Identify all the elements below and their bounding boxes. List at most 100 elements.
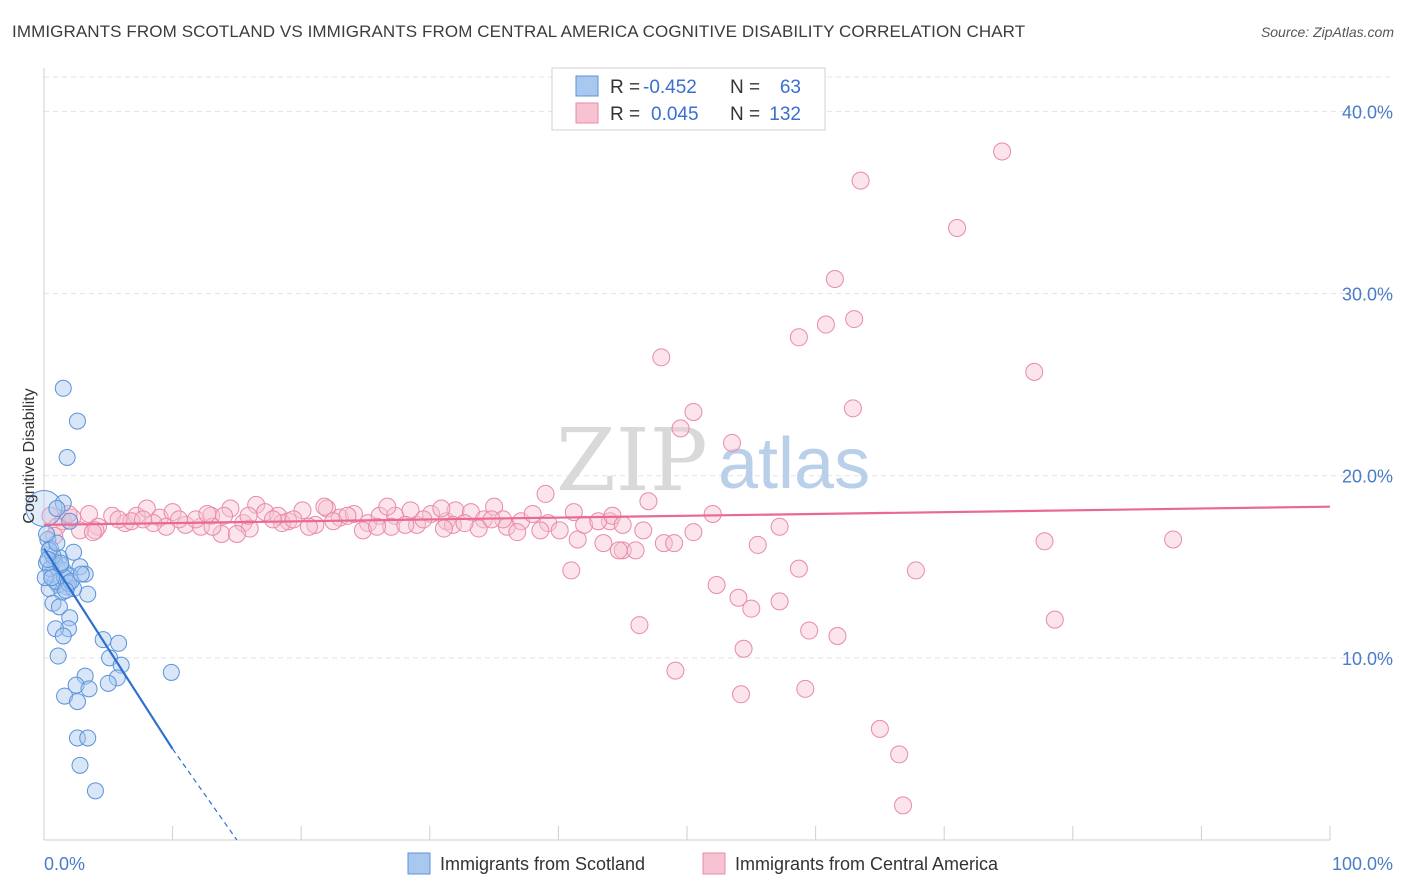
scotland-point-16	[76, 565, 94, 583]
central-america-point-10	[671, 419, 690, 438]
central-america-point-134	[134, 510, 153, 529]
central-america-point-110	[531, 521, 550, 540]
central-america-point-22	[748, 535, 767, 554]
central-america-point-44	[796, 679, 815, 698]
central-america-point-131	[198, 504, 217, 523]
scotland-trend-line	[43, 547, 174, 750]
bottom-legend-swatch-central-america	[702, 852, 726, 875]
scotland-point-33	[162, 663, 180, 681]
central-america-point-33	[707, 576, 726, 594]
scotland-point-2	[58, 449, 76, 466]
central-america-point-18	[634, 521, 653, 540]
scotland-point-0	[54, 379, 72, 397]
scotland-point-9	[65, 543, 83, 561]
central-america-point-21	[594, 534, 613, 553]
central-america-point-13	[536, 484, 555, 503]
central-america-point-36	[742, 599, 761, 618]
scotland-point-34	[76, 667, 94, 685]
central-america-point-29	[1164, 530, 1183, 549]
bottom-legend-label-central-america: Immigrants from Central America	[735, 854, 999, 874]
central-america-point-19	[684, 523, 703, 542]
central-america-point-37	[630, 616, 649, 635]
central-america-point-129	[455, 514, 474, 533]
central-america-point-16	[770, 517, 789, 536]
central-america-point-115	[239, 506, 258, 525]
bottom-legend-label-scotland: Immigrants from Scotland	[440, 854, 645, 874]
central-america-point-133	[59, 504, 78, 523]
scotland-point-44	[86, 782, 104, 800]
scotland-point-39	[68, 693, 86, 711]
legend-n-value-2: 132	[769, 104, 801, 125]
central-america-point-2	[948, 219, 967, 237]
central-america-point-89	[550, 521, 569, 540]
central-america-point-45	[870, 719, 889, 738]
central-america-point-12	[723, 433, 742, 452]
central-america-point-43	[732, 685, 751, 704]
central-america-point-39	[800, 621, 819, 640]
bottom-legend-swatch-scotland	[407, 852, 431, 875]
scotland-point-43	[71, 756, 89, 774]
stats-legend: R = -0.452 N = 63 R = 0.045 N = 132	[551, 67, 826, 131]
legend-r-label-2: R =	[610, 104, 640, 125]
scotland-point-29	[110, 634, 128, 652]
central-america-point-69	[293, 501, 312, 520]
central-america-point-8	[1025, 362, 1044, 381]
central-america-point-128	[434, 519, 453, 538]
central-america-point-73	[344, 504, 363, 523]
central-america-point-6	[789, 328, 808, 347]
central-america-point-95	[86, 521, 105, 540]
scotland-point-5	[61, 512, 79, 530]
watermark: ZIP atlas	[556, 411, 870, 511]
y-tick-label-1: 20.0%	[1342, 467, 1393, 487]
central-america-point-30	[562, 561, 581, 580]
central-america-point-125	[263, 510, 282, 529]
legend-r-value-2: 0.045	[651, 104, 699, 125]
central-america-point-26	[654, 534, 673, 553]
central-america-point-27	[665, 534, 684, 553]
central-america-trend-line	[43, 505, 1331, 526]
scotland-point-51	[36, 569, 54, 587]
central-america-point-108	[469, 519, 488, 538]
y-axis-label: Cognitive Disability	[21, 388, 38, 523]
central-america-point-130	[109, 510, 128, 529]
central-america-point-105	[382, 517, 401, 536]
central-america-point-102	[299, 517, 318, 536]
central-america-point-35	[770, 592, 789, 611]
central-america-point-1	[851, 171, 870, 190]
central-america-point-32	[906, 561, 925, 580]
scotland-point-41	[68, 729, 86, 747]
central-america-point-7	[652, 348, 671, 367]
scotland-point-30	[49, 647, 67, 665]
y-tick-label-2: 30.0%	[1342, 285, 1393, 305]
central-america-point-118	[378, 497, 397, 516]
scotland-point-40	[99, 674, 117, 692]
central-america-point-3	[825, 270, 844, 288]
central-america-point-15	[703, 504, 722, 523]
central-america-point-113	[83, 523, 102, 542]
legend-r-label-1: R =	[610, 77, 640, 98]
scotland-point-60	[72, 565, 90, 583]
central-america-point-11	[843, 399, 862, 418]
x-tick-label-0: 0.0%	[44, 854, 85, 874]
scotland-point-23	[50, 598, 68, 616]
central-america-point-0	[993, 142, 1012, 161]
series-scotland-points	[25, 379, 180, 800]
scotland-point-42	[79, 729, 97, 747]
x-tick-label-1: 100.0%	[1332, 854, 1393, 874]
legend-n-label-2: N =	[730, 104, 760, 125]
central-america-point-34	[729, 588, 748, 607]
central-america-point-46	[890, 745, 909, 764]
central-america-point-9	[684, 402, 703, 421]
central-america-point-126	[315, 497, 334, 516]
central-america-point-14	[639, 492, 658, 511]
scotland-point-58	[38, 525, 56, 543]
central-america-point-41	[734, 639, 753, 658]
scotland-point-27	[54, 627, 72, 645]
central-america-point-40	[828, 627, 847, 645]
y-tick-labels: 10.0% 20.0% 30.0% 40.0%	[1342, 102, 1393, 668]
y-tick-label-0: 10.0%	[1342, 649, 1393, 669]
source-credit: Source: ZipAtlas.com	[1260, 24, 1394, 40]
central-america-point-104	[353, 521, 372, 540]
central-america-point-63	[221, 499, 240, 518]
central-america-point-107	[443, 515, 462, 534]
